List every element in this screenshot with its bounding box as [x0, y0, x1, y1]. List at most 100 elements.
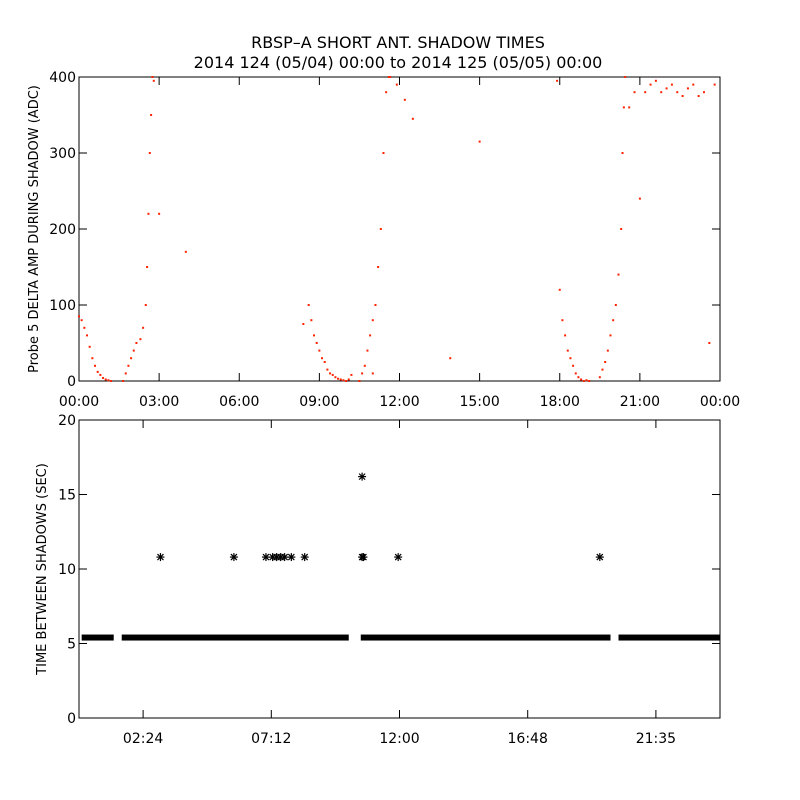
- delta-amp-point: [371, 319, 374, 322]
- baseline-point-run: [121, 634, 349, 641]
- delta-amp-point: [604, 361, 607, 363]
- x-tick-label: 02:24: [123, 731, 163, 747]
- x-tick-label: 21:35: [636, 731, 676, 747]
- delta-amp-point: [449, 357, 452, 360]
- delta-amp-point: [146, 266, 149, 268]
- delta-amp-point: [91, 357, 94, 360]
- delta-amp-point: [135, 342, 138, 344]
- shadow-interval-point: [280, 553, 289, 562]
- delta-amp-point: [638, 197, 641, 200]
- y-tick-label: 0: [67, 374, 76, 390]
- delta-amp-point: [124, 372, 127, 375]
- delta-amp-point: [609, 334, 612, 337]
- delta-amp-point: [692, 83, 695, 86]
- x-tick-label: 03:00: [139, 394, 179, 410]
- delta-amp-point: [660, 91, 663, 94]
- delta-amp-point: [147, 212, 150, 215]
- delta-amp-point: [670, 83, 673, 86]
- y-tick-label: 5: [67, 637, 76, 653]
- delta-amp-point: [561, 319, 564, 322]
- delta-amp-point: [582, 380, 585, 382]
- delta-amp-point: [358, 380, 361, 382]
- top-plot-frame: [78, 76, 721, 382]
- delta-amp-point: [403, 98, 406, 101]
- shadow-interval-point: [287, 553, 296, 562]
- delta-amp-point: [588, 380, 591, 382]
- bottom-axis-ticks: 02:24 07:12 12:00 16:48 21:35 0 5 10 15 20: [58, 413, 720, 747]
- delta-amp-point: [302, 323, 305, 325]
- delta-amp-point: [621, 152, 624, 154]
- x-tick-label: 07:12: [251, 731, 291, 747]
- delta-amp-point: [342, 379, 345, 382]
- delta-amp-point: [337, 377, 340, 380]
- bottom-panel: 02:24 07:12 12:00 16:48 21:35 0 5 10 15 20 TIME B…: [35, 413, 721, 747]
- delta-amp-point: [127, 364, 130, 367]
- delta-amp-point: [382, 152, 385, 154]
- x-tick-label: 12:00: [379, 731, 419, 747]
- title-line-1: RBSP–A SHORT ANT. SHADOW TIMES: [251, 33, 545, 52]
- top-y-axis-label: Probe 5 DELTA AMP DURING SHADOW (ADC): [27, 85, 42, 373]
- x-tick-label: 00:00: [700, 394, 740, 410]
- delta-amp-point: [649, 83, 652, 86]
- y-tick-label: 400: [49, 70, 76, 86]
- delta-amp-point: [708, 342, 711, 344]
- delta-amp-point: [556, 79, 559, 82]
- delta-amp-point: [104, 378, 107, 381]
- delta-amp-point: [614, 304, 617, 306]
- delta-amp-point: [569, 357, 572, 360]
- delta-amp-point: [617, 273, 620, 276]
- delta-amp-point: [331, 373, 334, 376]
- delta-amp-point: [366, 349, 369, 352]
- delta-amp-point: [622, 106, 625, 109]
- delta-amp-point: [577, 376, 580, 379]
- delta-amp-point: [307, 304, 310, 306]
- top-data-points: [78, 76, 716, 382]
- y-tick-label: 0: [67, 711, 76, 727]
- delta-amp-point: [377, 266, 380, 268]
- delta-amp-point: [681, 95, 684, 97]
- delta-amp-point: [564, 334, 567, 337]
- delta-amp-point: [321, 357, 324, 360]
- x-tick-label: 18:00: [540, 394, 580, 410]
- delta-amp-point: [395, 83, 398, 86]
- delta-amp-point: [580, 378, 583, 381]
- x-tick-label: 12:00: [379, 394, 419, 410]
- delta-amp-point: [152, 79, 155, 82]
- delta-amp-point: [313, 334, 316, 337]
- delta-amp-point: [644, 91, 647, 94]
- shadow-interval-point: [394, 553, 403, 562]
- delta-amp-point: [606, 349, 609, 352]
- delta-amp-point: [371, 372, 374, 375]
- bottom-baseline-points: [81, 634, 720, 641]
- delta-amp-point: [676, 91, 679, 94]
- delta-amp-point: [374, 304, 377, 306]
- shadow-interval-point: [156, 553, 165, 562]
- y-tick-label: 10: [58, 562, 76, 578]
- delta-amp-point: [686, 87, 689, 90]
- x-tick-label: 06:00: [219, 394, 259, 410]
- delta-amp-point: [132, 349, 135, 352]
- bottom-data-points: [156, 472, 604, 562]
- top-axis-ticks: 00:00 03:00 06:00 09:00 12:00 15:00 18:00 21:00…: [49, 70, 740, 410]
- delta-amp-point: [151, 76, 154, 78]
- shadow-interval-point: [229, 553, 238, 562]
- delta-amp-point: [184, 250, 187, 253]
- delta-amp-point: [369, 334, 372, 337]
- delta-amp-point: [80, 319, 83, 322]
- baseline-point-run: [360, 634, 611, 641]
- delta-amp-point: [411, 117, 414, 120]
- delta-amp-point: [585, 379, 588, 382]
- delta-amp-point: [158, 212, 161, 215]
- shadow-interval-point: [300, 553, 309, 562]
- delta-amp-point: [334, 376, 337, 379]
- delta-amp-point: [654, 79, 657, 82]
- x-tick-label: 16:48: [508, 731, 548, 747]
- delta-amp-point: [86, 334, 89, 337]
- shadow-interval-point: [358, 472, 367, 481]
- delta-amp-point: [323, 361, 326, 363]
- y-tick-label: 100: [49, 298, 76, 314]
- delta-amp-point: [612, 319, 615, 322]
- delta-amp-point: [83, 326, 86, 329]
- delta-amp-point: [363, 364, 366, 367]
